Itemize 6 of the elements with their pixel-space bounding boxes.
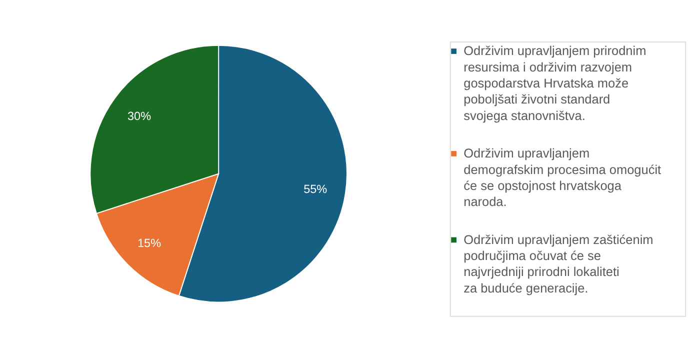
data-label: 15% — [138, 237, 162, 250]
legend-label: Održivim upravljanjem prirodnim resursima i održivim razvojem gospodarstva Hrvatska može poboljšati životni standard svojega stanovništva. — [464, 43, 646, 123]
legend-label: Održivim upravljanjem demografskim procesima omogućit će se opstojnost hrvatskoga naroda. — [464, 146, 662, 210]
legend-label: Održivim upravljanjem zaštićenim područjima očuvat će se najvrjedniji prirodni lokaliteti za buduće generacije. — [464, 232, 654, 296]
data-label: 55% — [304, 183, 328, 196]
data-label: 30% — [128, 110, 152, 124]
